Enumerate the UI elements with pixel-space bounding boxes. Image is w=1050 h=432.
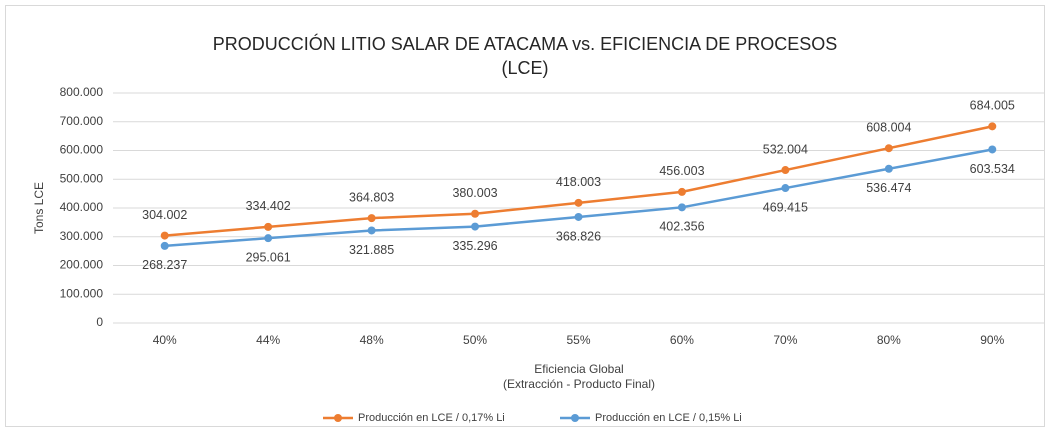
data-label: 335.296: [452, 239, 497, 253]
data-point: [367, 214, 376, 223]
data-point: [367, 226, 376, 235]
data-label: 321.885: [349, 243, 394, 257]
data-point: [988, 122, 997, 131]
data-label: 532.004: [763, 142, 808, 156]
data-point: [988, 145, 997, 154]
data-point: [781, 166, 790, 175]
x-tick-label: 60%: [670, 333, 694, 347]
data-point: [264, 222, 273, 231]
y-tick-label: 400.000: [60, 200, 104, 214]
x-axis-label: Eficiencia Global: [534, 362, 623, 376]
x-tick-label: 44%: [256, 333, 280, 347]
data-point: [574, 198, 583, 207]
y-tick-label: 300.000: [60, 229, 104, 243]
data-label: 684.005: [970, 99, 1015, 113]
x-tick-label: 50%: [463, 333, 487, 347]
data-point: [574, 212, 583, 221]
data-point: [781, 184, 790, 193]
y-tick-label: 100.000: [60, 286, 104, 300]
chart-border: [5, 5, 1045, 427]
y-tick-label: 800.000: [60, 85, 104, 99]
data-label: 380.003: [452, 186, 497, 200]
y-tick-label: 0: [96, 315, 103, 329]
y-tick-label: 700.000: [60, 114, 104, 128]
data-label: 268.237: [142, 258, 187, 272]
data-label: 334.402: [246, 199, 291, 213]
y-tick-label: 500.000: [60, 171, 104, 185]
chart-title: PRODUCCIÓN LITIO SALAR DE ATACAMA vs. EF…: [213, 33, 837, 54]
data-label: 536.474: [866, 181, 911, 195]
data-label: 364.803: [349, 190, 394, 204]
data-point: [264, 234, 273, 243]
data-label: 368.826: [556, 229, 601, 243]
data-label: 608.004: [866, 120, 911, 134]
chart-title: (LCE): [501, 58, 548, 78]
x-axis-label: (Extracción - Producto Final): [503, 377, 655, 391]
x-tick-label: 80%: [877, 333, 901, 347]
data-label: 418.003: [556, 175, 601, 189]
x-tick-label: 40%: [153, 333, 177, 347]
legend-label: Producción en LCE / 0,17% Li: [358, 412, 505, 424]
data-label: 304.002: [142, 208, 187, 222]
y-tick-label: 600.000: [60, 143, 104, 157]
data-label: 456.003: [659, 164, 704, 178]
x-tick-label: 70%: [773, 333, 797, 347]
data-point: [677, 187, 686, 196]
data-label: 295.061: [246, 250, 291, 264]
data-point: [471, 209, 480, 218]
legend-swatch: [571, 414, 579, 422]
data-point: [884, 164, 893, 173]
data-label: 402.356: [659, 220, 704, 234]
y-axis-label: Tons LCE: [32, 182, 46, 234]
legend-swatch: [334, 414, 342, 422]
data-point: [677, 203, 686, 212]
x-tick-label: 55%: [566, 333, 590, 347]
data-point: [471, 222, 480, 231]
data-point: [884, 144, 893, 153]
y-tick-label: 200.000: [60, 258, 104, 272]
x-tick-label: 90%: [980, 333, 1004, 347]
data-point: [160, 231, 169, 240]
data-label: 469.415: [763, 200, 808, 214]
x-tick-label: 48%: [360, 333, 384, 347]
data-label: 603.534: [970, 162, 1015, 176]
data-point: [160, 241, 169, 250]
legend-label: Producción en LCE / 0,15% Li: [595, 412, 742, 424]
